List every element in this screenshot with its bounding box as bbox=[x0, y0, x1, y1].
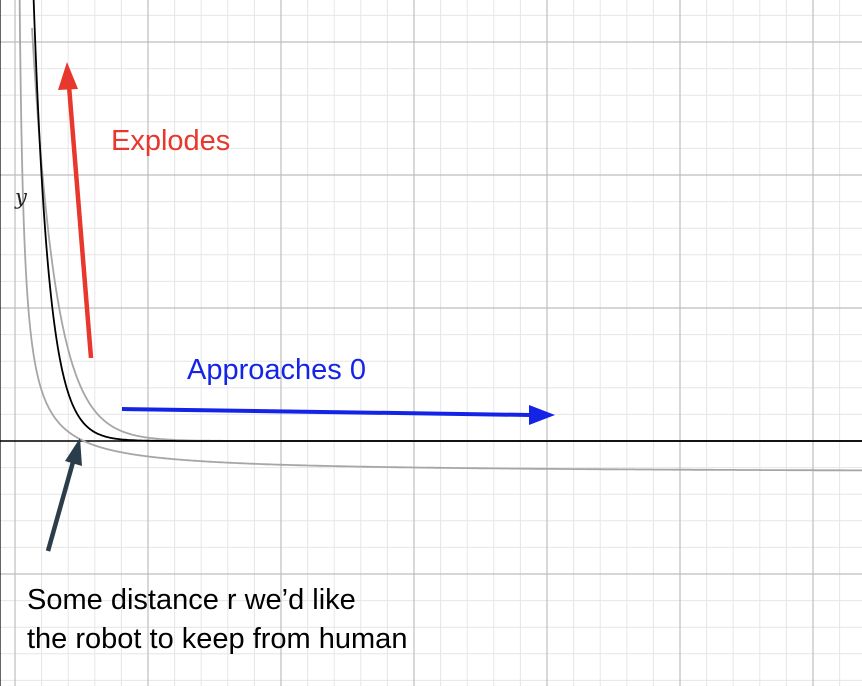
explodes-arrow bbox=[58, 62, 94, 359]
explodes-arrow-shaft bbox=[66, 85, 94, 359]
decay-curve-black bbox=[32, 0, 862, 442]
distance-arrow-head bbox=[65, 438, 82, 466]
y-axis-label: y bbox=[15, 185, 27, 209]
decay-curve-gray bbox=[31, 27, 862, 442]
distance-caption-line2: the robot to keep from human bbox=[27, 623, 408, 655]
distance-arrow bbox=[45, 438, 82, 552]
reciprocal-curve-gray bbox=[18, 0, 862, 472]
approaches-arrow bbox=[121, 405, 555, 425]
approaches-arrow-shaft bbox=[121, 407, 531, 417]
approaches-zero-label: Approaches 0 bbox=[187, 354, 366, 386]
explodes-arrow-head bbox=[58, 62, 78, 90]
distance-caption-line1: Some distance r we’d like bbox=[27, 584, 356, 616]
distance-arrow-shaft bbox=[45, 461, 76, 552]
approaches-arrow-head bbox=[529, 405, 555, 425]
explodes-label: Explodes bbox=[111, 125, 231, 157]
